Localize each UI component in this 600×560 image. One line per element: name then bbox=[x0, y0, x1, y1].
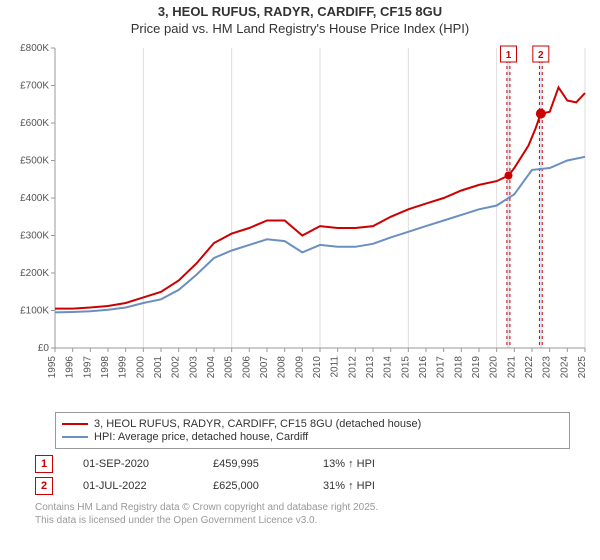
x-axis-label: 2000 bbox=[135, 356, 146, 379]
sale-number-box: 2 bbox=[35, 477, 53, 495]
title-line-2: Price paid vs. HM Land Registry's House … bbox=[10, 21, 590, 36]
sale-pct-vs-hpi: 31% ↑ HPI bbox=[323, 480, 413, 492]
x-axis-label: 1999 bbox=[118, 356, 129, 379]
x-axis-label: 2011 bbox=[330, 356, 341, 378]
x-axis-label: 2019 bbox=[471, 356, 482, 379]
legend-label: HPI: Average price, detached house, Card… bbox=[94, 431, 308, 443]
x-axis-label: 2002 bbox=[171, 356, 182, 379]
y-axis-label: £700K bbox=[20, 81, 49, 92]
legend-row: 3, HEOL RUFUS, RADYR, CARDIFF, CF15 8GU … bbox=[62, 418, 563, 430]
x-axis-label: 2009 bbox=[294, 356, 305, 379]
y-axis-label: £600K bbox=[20, 118, 49, 129]
x-axis-label: 2024 bbox=[559, 356, 570, 379]
footer-line-1: Contains HM Land Registry data © Crown c… bbox=[35, 501, 570, 514]
sale-price: £459,995 bbox=[213, 458, 293, 470]
x-axis-label: 2007 bbox=[259, 356, 270, 379]
y-axis-label: £400K bbox=[20, 193, 49, 204]
sale-marker-number: 2 bbox=[538, 50, 544, 61]
y-axis-label: £200K bbox=[20, 268, 49, 279]
x-axis-label: 2010 bbox=[312, 356, 323, 379]
sale-dot bbox=[536, 109, 546, 119]
x-axis-label: 2004 bbox=[206, 356, 217, 379]
legend-label: 3, HEOL RUFUS, RADYR, CARDIFF, CF15 8GU … bbox=[94, 418, 421, 430]
sale-date: 01-JUL-2022 bbox=[83, 480, 183, 492]
legend-swatch bbox=[62, 423, 88, 425]
x-axis-label: 2023 bbox=[542, 356, 553, 379]
x-axis-label: 2017 bbox=[436, 356, 447, 379]
chart-container: £0 £100K £200K £300K £400K £500K £600K £700K £80… bbox=[0, 38, 600, 408]
sale-dot bbox=[505, 172, 513, 180]
title-line-1: 3, HEOL RUFUS, RADYR, CARDIFF, CF15 8GU bbox=[10, 4, 590, 19]
x-axis-label: 2025 bbox=[577, 356, 588, 379]
x-axis-label: 2008 bbox=[277, 356, 288, 379]
legend-swatch bbox=[62, 436, 88, 438]
x-axis-label: 1997 bbox=[82, 356, 93, 379]
x-axis-label: 1996 bbox=[65, 356, 76, 379]
y-axis-label: £0 bbox=[38, 343, 50, 354]
y-axis-label: £800K bbox=[20, 43, 49, 54]
x-axis-label: 2013 bbox=[365, 356, 376, 379]
y-axis-label: £300K bbox=[20, 231, 49, 242]
y-axis-label: £500K bbox=[20, 156, 49, 167]
x-axis-label: 1998 bbox=[100, 356, 111, 379]
x-axis-label: 2014 bbox=[383, 356, 394, 379]
chart-legend: 3, HEOL RUFUS, RADYR, CARDIFF, CF15 8GU … bbox=[55, 412, 570, 449]
x-axis-label: 2022 bbox=[524, 356, 535, 379]
footer-attribution: Contains HM Land Registry data © Crown c… bbox=[35, 501, 570, 527]
x-axis-label: 1995 bbox=[47, 356, 58, 379]
footer-line-2: This data is licensed under the Open Gov… bbox=[35, 514, 570, 527]
price-chart: £0 £100K £200K £300K £400K £500K £600K £700K £80… bbox=[0, 38, 600, 408]
sale-date: 01-SEP-2020 bbox=[83, 458, 183, 470]
x-axis-label: 2016 bbox=[418, 356, 429, 379]
x-axis-label: 2005 bbox=[224, 356, 235, 379]
x-axis-label: 2020 bbox=[489, 356, 500, 379]
x-axis-label: 2003 bbox=[188, 356, 199, 379]
legend-row: HPI: Average price, detached house, Card… bbox=[62, 431, 563, 443]
x-axis-label: 2015 bbox=[400, 356, 411, 379]
sale-marker-number: 1 bbox=[506, 50, 512, 61]
x-axis-label: 2018 bbox=[453, 356, 464, 379]
x-axis-label: 2021 bbox=[506, 356, 517, 379]
sale-table: 1 01-SEP-2020 £459,995 13% ↑ HPI 2 01-JUL-202… bbox=[35, 455, 570, 495]
x-axis-label: 2006 bbox=[241, 356, 252, 379]
sale-row: 2 01-JUL-2022 £625,000 31% ↑ HPI bbox=[35, 477, 570, 495]
sale-row: 1 01-SEP-2020 £459,995 13% ↑ HPI bbox=[35, 455, 570, 473]
x-axis-label: 2001 bbox=[153, 356, 164, 379]
x-axis-label: 2012 bbox=[347, 356, 358, 379]
chart-title-block: 3, HEOL RUFUS, RADYR, CARDIFF, CF15 8GU … bbox=[0, 0, 600, 38]
sale-price: £625,000 bbox=[213, 480, 293, 492]
sale-number-box: 1 bbox=[35, 455, 53, 473]
y-axis-label: £100K bbox=[20, 306, 49, 317]
sale-pct-vs-hpi: 13% ↑ HPI bbox=[323, 458, 413, 470]
